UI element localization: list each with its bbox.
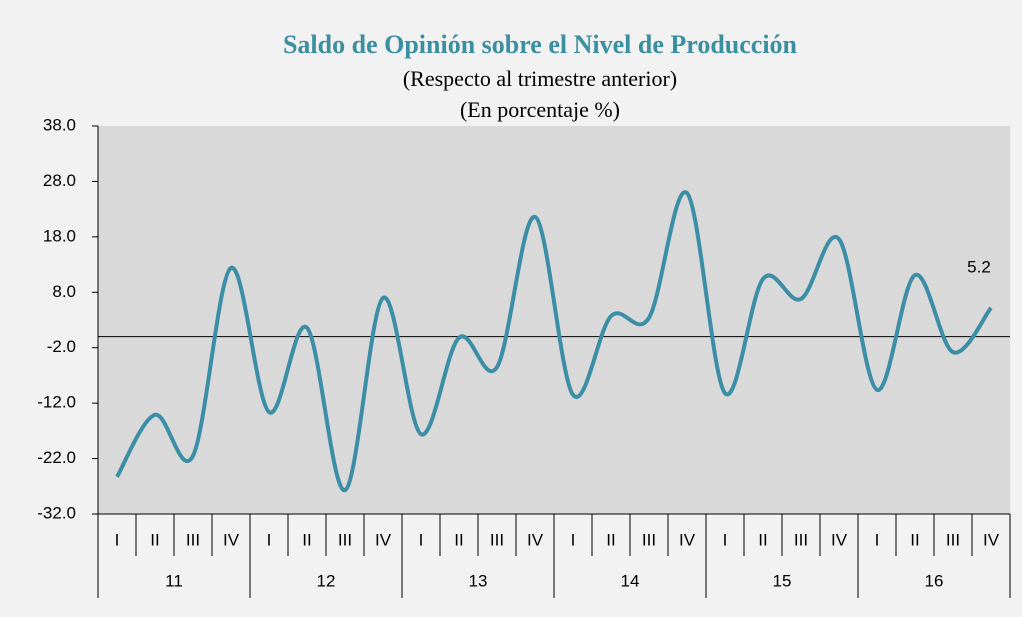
- group-label: 13: [469, 571, 488, 590]
- x-tick-label: I: [267, 530, 272, 549]
- y-tick-label: -22.0: [37, 448, 76, 467]
- x-tick-label: III: [642, 530, 656, 549]
- x-tick-label: I: [875, 530, 880, 549]
- y-tick-label: 18.0: [43, 226, 76, 245]
- x-tick-label: IV: [831, 530, 848, 549]
- y-tick-label: 8.0: [52, 282, 76, 301]
- x-tick-label: I: [419, 530, 424, 549]
- chart-title: Saldo de Opinión sobre el Nivel de Produ…: [283, 30, 798, 59]
- group-label: 15: [773, 571, 792, 590]
- x-tick-label: I: [115, 530, 120, 549]
- x-tick-label: III: [794, 530, 808, 549]
- x-tick-label: IV: [983, 530, 1000, 549]
- y-tick-label: -32.0: [37, 503, 76, 522]
- x-tick-label: II: [150, 530, 159, 549]
- x-tick-label: III: [186, 530, 200, 549]
- plot-area: [98, 126, 1010, 514]
- x-tick-label: II: [302, 530, 311, 549]
- x-tick-label: IV: [375, 530, 392, 549]
- group-label: 14: [621, 571, 640, 590]
- x-tick-label: I: [723, 530, 728, 549]
- x-tick-label: II: [454, 530, 463, 549]
- x-tick-label: IV: [527, 530, 544, 549]
- subtitle: (En porcentaje %): [460, 97, 620, 122]
- x-tick-label: III: [338, 530, 352, 549]
- x-tick-label: IV: [679, 530, 696, 549]
- x-tick-label: II: [910, 530, 919, 549]
- x-tick-label: III: [946, 530, 960, 549]
- group-label: 11: [165, 571, 183, 590]
- y-tick-label: -2.0: [47, 337, 76, 356]
- group-label: 12: [317, 571, 336, 590]
- x-tick-label: II: [758, 530, 767, 549]
- x-tick-label: IV: [223, 530, 240, 549]
- data-label: 5.2: [967, 257, 991, 276]
- y-tick-label: -12.0: [37, 393, 76, 412]
- y-tick-label: 28.0: [43, 171, 76, 190]
- group-label: 16: [925, 571, 944, 590]
- line: [115, 190, 993, 493]
- x-tick-label: I: [571, 530, 576, 549]
- y-tick-label: 38.0: [43, 115, 76, 134]
- subtitle: (Respecto al trimestre anterior): [403, 66, 677, 91]
- x-tick-label: III: [490, 530, 504, 549]
- x-tick-label: II: [606, 530, 615, 549]
